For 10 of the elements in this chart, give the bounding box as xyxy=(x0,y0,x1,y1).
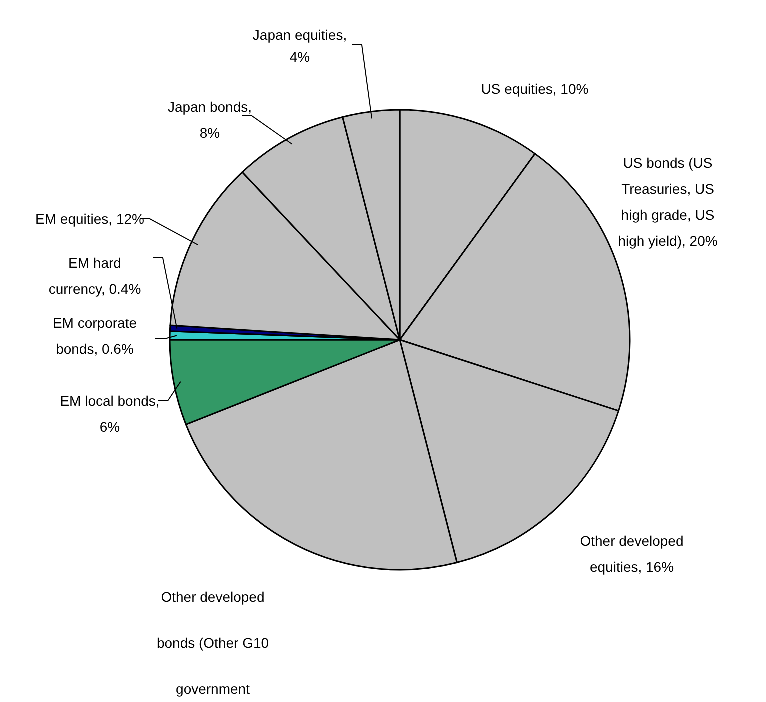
slice-label: EM local bonds, 6% xyxy=(60,393,160,435)
slice-label: EM hard currency, 0.4% xyxy=(48,255,142,297)
slice-label: US equities, 10% xyxy=(481,81,589,97)
slice-label: EM equities, 12% xyxy=(36,211,144,227)
slice-label: Other developed equities, 16% xyxy=(580,533,684,575)
category-label: Other developed bonds (Other G10 government xyxy=(156,589,270,697)
legend-label: EM corporate bonds, 0.6% xyxy=(52,315,138,357)
slice-label: Japan bonds, 8% xyxy=(168,99,252,141)
slice-label: US bonds (US Treasuries, US high grade, US high yield), 20% xyxy=(618,155,718,249)
slice-label: Japan equities, 4% xyxy=(252,27,348,65)
